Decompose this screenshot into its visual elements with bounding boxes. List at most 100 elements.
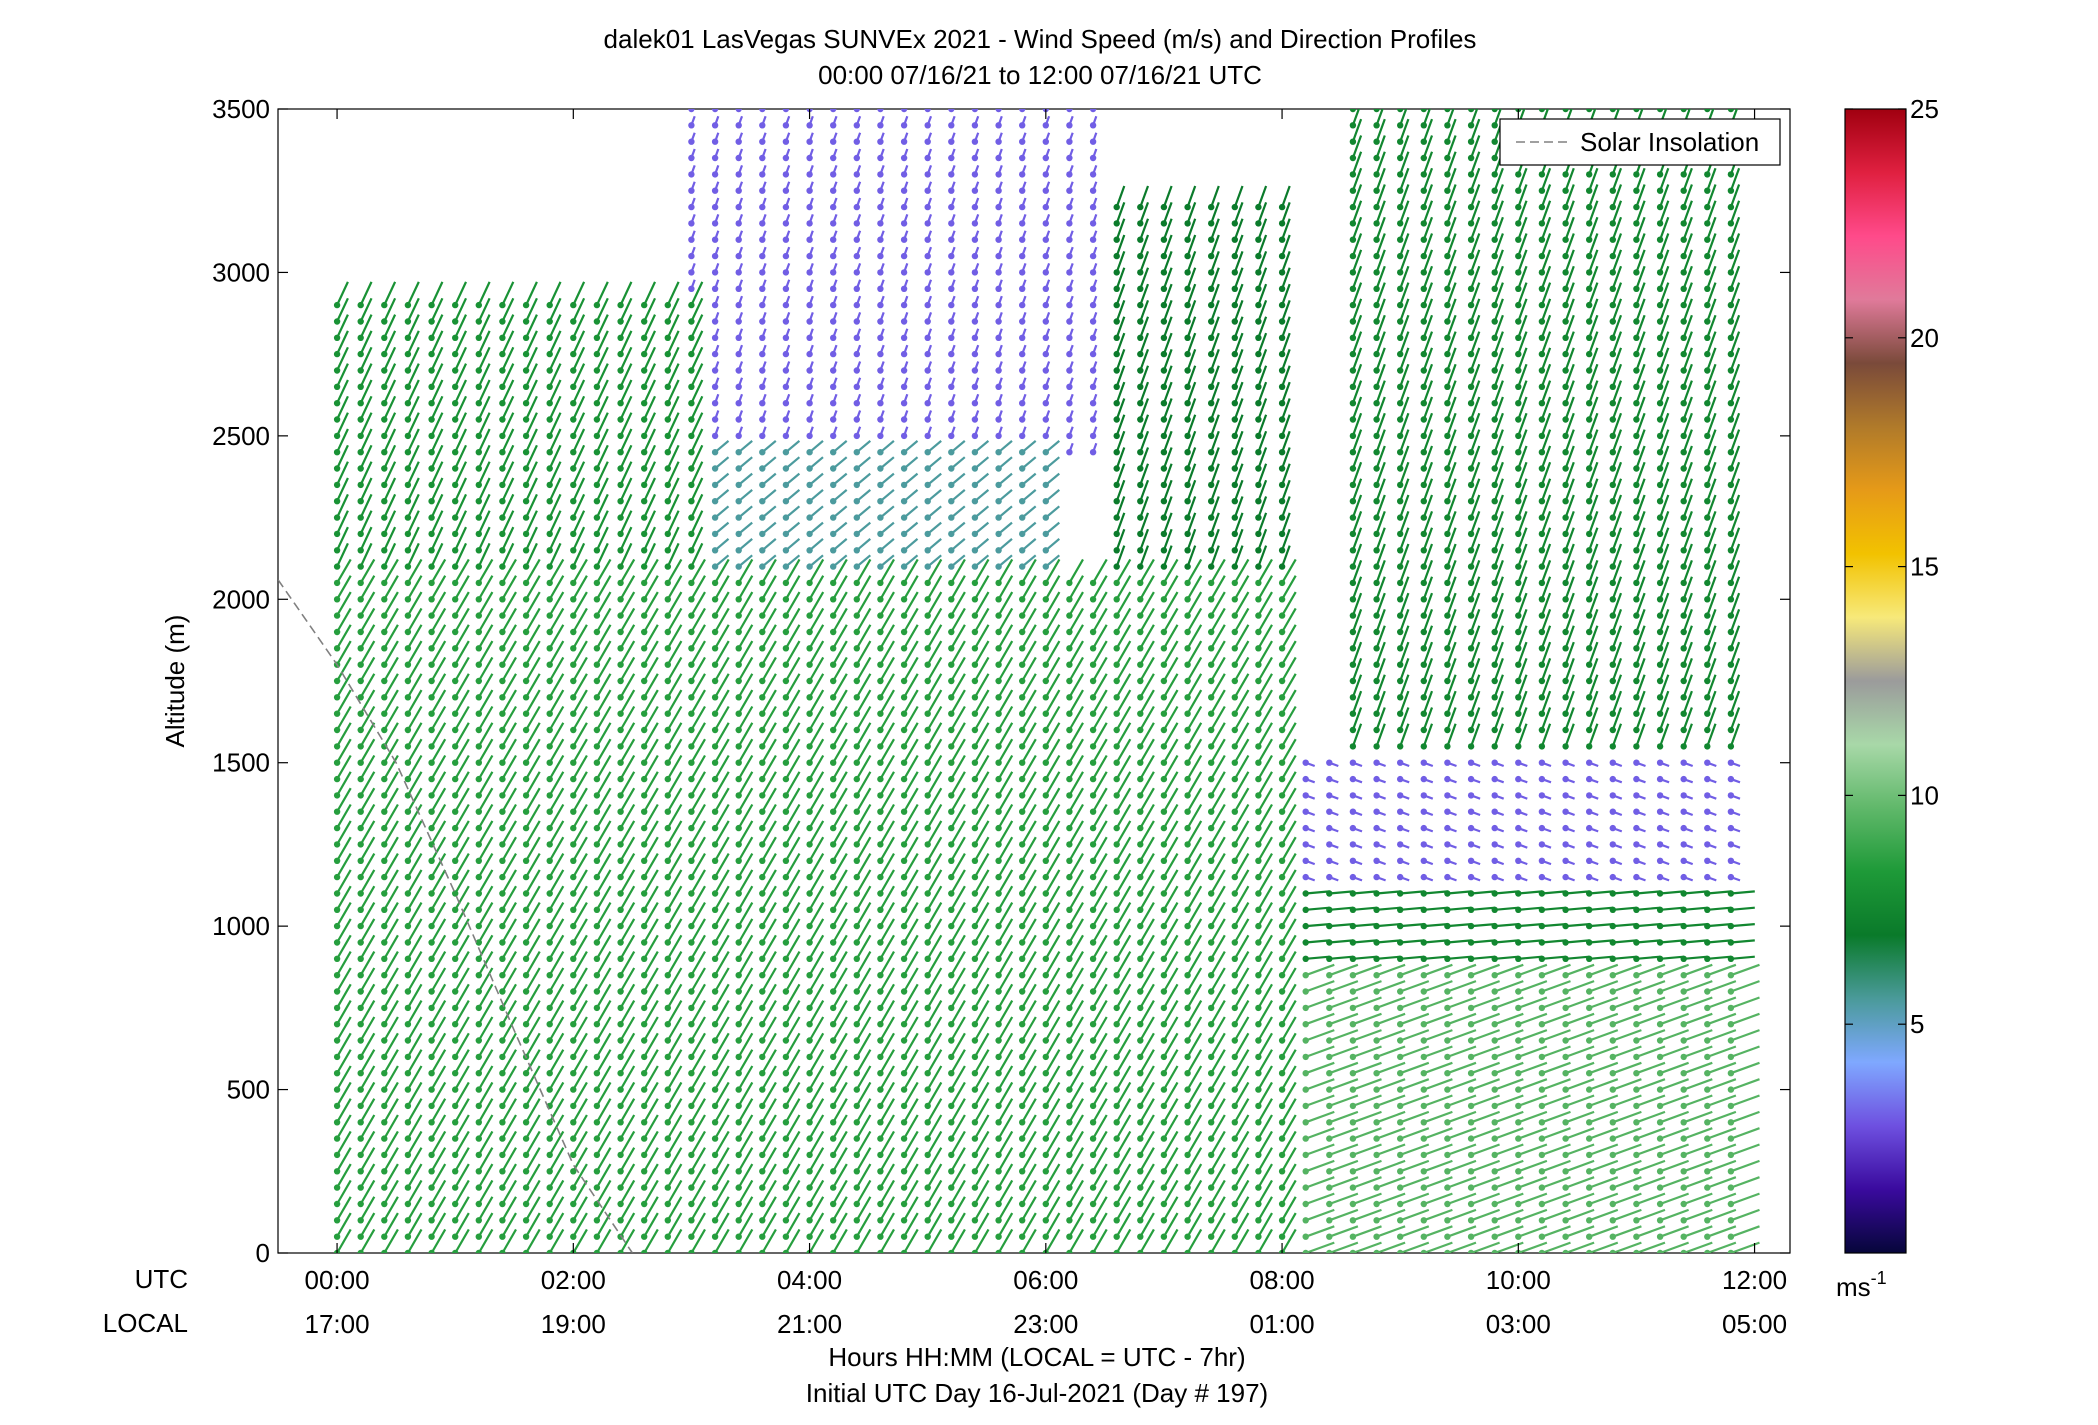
wind-barb-shaft	[1092, 902, 1108, 927]
wind-barb-shaft	[784, 885, 801, 911]
wind-barb-point	[830, 563, 837, 570]
wind-barb-shaft	[619, 314, 633, 339]
wind-barb-point	[806, 710, 813, 717]
wind-barb-point	[381, 1151, 388, 1159]
wind-barb-point	[877, 1086, 884, 1093]
wind-barb-shaft	[973, 1000, 990, 1025]
wind-barb-shaft	[1233, 1228, 1250, 1253]
wind-barb-point	[759, 530, 766, 538]
wind-barb-shaft	[690, 754, 706, 780]
wind-barb-shaft	[1186, 349, 1197, 371]
wind-barb-point	[641, 1135, 648, 1142]
wind-barb-shaft	[406, 1228, 423, 1253]
wind-barb-point	[522, 400, 530, 407]
wind-barb-point	[1184, 922, 1191, 930]
wind-barb-shaft	[406, 428, 420, 453]
wind-barb-point	[877, 988, 884, 995]
wind-barb-shaft	[1162, 983, 1179, 1009]
wind-barb-shaft	[336, 918, 352, 944]
wind-barb-shaft	[950, 918, 966, 944]
wind-barb-point	[522, 841, 530, 848]
wind-barb-shaft	[525, 346, 538, 371]
wind-barb-shaft	[737, 1032, 754, 1058]
wind-barb-point	[948, 759, 955, 766]
wind-barb-shaft	[690, 869, 706, 895]
wind-barb-shaft	[973, 803, 990, 829]
wind-barb-shaft	[477, 1179, 494, 1205]
wind-barb-point	[853, 792, 860, 799]
wind-barb-point	[333, 563, 341, 570]
wind-barb-point	[1208, 285, 1215, 292]
wind-barb-shaft	[1139, 1196, 1155, 1221]
wind-barb-shaft	[784, 1228, 801, 1253]
wind-barb-point	[1231, 1233, 1239, 1240]
wind-barb-point	[735, 481, 742, 489]
wind-barb-shaft	[950, 967, 966, 993]
wind-barb-shaft	[643, 1000, 659, 1025]
wind-barb-shaft	[383, 526, 397, 551]
wind-barb-point	[381, 824, 388, 832]
wind-barb-point	[593, 596, 601, 603]
wind-barb-shaft	[784, 624, 801, 649]
wind-barb-shaft	[383, 444, 397, 469]
wind-barb-shaft	[1210, 803, 1226, 829]
wind-barb-point	[782, 988, 790, 995]
wind-barb-shaft	[359, 967, 376, 993]
wind-barb-shaft	[501, 1000, 517, 1025]
wind-barb-point	[688, 677, 695, 685]
wind-barb-shaft	[336, 787, 352, 813]
wind-barb-point	[1089, 432, 1097, 440]
wind-barb-shaft	[525, 705, 541, 731]
wind-barb-shaft	[359, 1147, 376, 1172]
wind-barb-point	[971, 252, 979, 260]
wind-barb-point	[333, 857, 341, 864]
wind-barb-point	[688, 1184, 695, 1191]
wind-barb-shaft	[926, 1000, 943, 1025]
wind-barb-point	[688, 301, 695, 309]
wind-barb-point	[546, 726, 553, 734]
wind-barb-point	[971, 775, 979, 783]
wind-barb-point	[617, 1200, 624, 1208]
wind-barb-shaft	[406, 558, 423, 584]
wind-barb-point	[1137, 1086, 1144, 1093]
wind-barb-point	[830, 301, 837, 309]
wind-barb-point	[499, 808, 506, 815]
wind-barb-point	[664, 873, 671, 881]
wind-barb-point	[830, 1233, 837, 1240]
wind-barb-point	[971, 269, 979, 276]
wind-barb-point	[357, 808, 364, 815]
wind-barb-point	[1042, 972, 1050, 979]
wind-barb-point	[452, 628, 459, 636]
wind-barb-shaft	[1044, 918, 1061, 944]
wind-barb-point	[593, 743, 601, 750]
wind-barb-shaft	[383, 1228, 399, 1253]
wind-barb-point	[688, 922, 695, 930]
wind-barb-shaft	[572, 1228, 588, 1253]
wind-barb-point	[711, 775, 719, 783]
wind-barb-point	[735, 1184, 742, 1191]
wind-barb-shaft	[525, 477, 538, 502]
wind-barb-point	[853, 220, 860, 227]
wind-barb-shaft	[430, 607, 447, 633]
wind-barb-shaft	[761, 885, 777, 911]
wind-barb-point	[641, 547, 648, 554]
wind-barb-shaft	[383, 902, 399, 927]
wind-barb-shaft	[619, 934, 636, 960]
wind-barb-shaft	[619, 738, 636, 764]
wind-barb-point	[735, 465, 742, 472]
wind-barb-point	[711, 808, 719, 815]
wind-barb-point	[853, 563, 860, 570]
wind-barb-point	[948, 122, 955, 129]
wind-barb-shaft	[1044, 983, 1061, 1009]
wind-barb-shaft	[926, 656, 943, 682]
wind-barb-point	[333, 1217, 341, 1224]
wind-barb-shaft	[1139, 202, 1150, 224]
wind-barb-point	[995, 301, 1002, 309]
wind-barb-shaft	[879, 738, 895, 764]
wind-barb-shaft	[690, 395, 704, 420]
wind-barb-point	[735, 1037, 742, 1044]
wind-barb-shaft	[548, 820, 565, 845]
wind-barb-point	[1160, 743, 1168, 750]
wind-barb-point	[877, 1233, 884, 1240]
wind-barb-point	[1042, 1020, 1050, 1028]
